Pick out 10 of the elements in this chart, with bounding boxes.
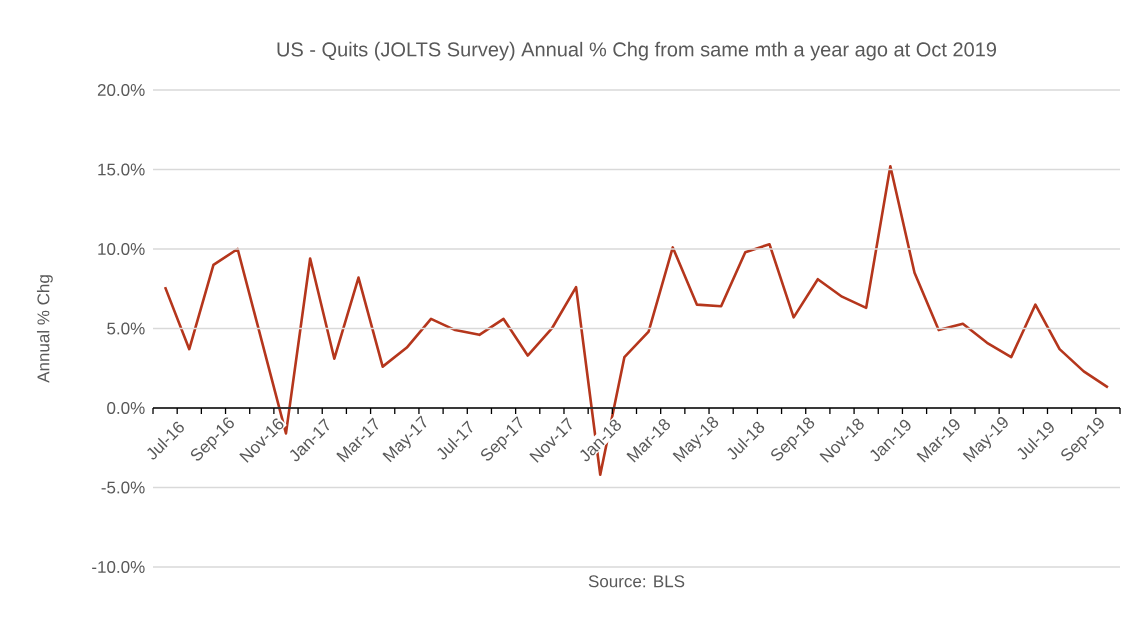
y-tick-label: 0.0%: [107, 401, 145, 415]
y-tick-label: 10.0%: [98, 242, 145, 256]
y-tick-label: 15.0%: [98, 163, 145, 176]
y-tick-label: -5.0%: [101, 481, 145, 494]
chart-title: US - Quits (JOLTS Survey) Annual % Chg from same mth a year ago at Oct 2019: [277, 41, 996, 61]
y-tick-label: 5.0%: [107, 322, 145, 335]
y-axis-title: Annual % Chg: [36, 275, 53, 383]
source-note: Source: BLS: [588, 575, 685, 588]
y-tick-label: 20.0%: [97, 83, 145, 97]
y-tick-label: -10.0%: [92, 560, 145, 574]
